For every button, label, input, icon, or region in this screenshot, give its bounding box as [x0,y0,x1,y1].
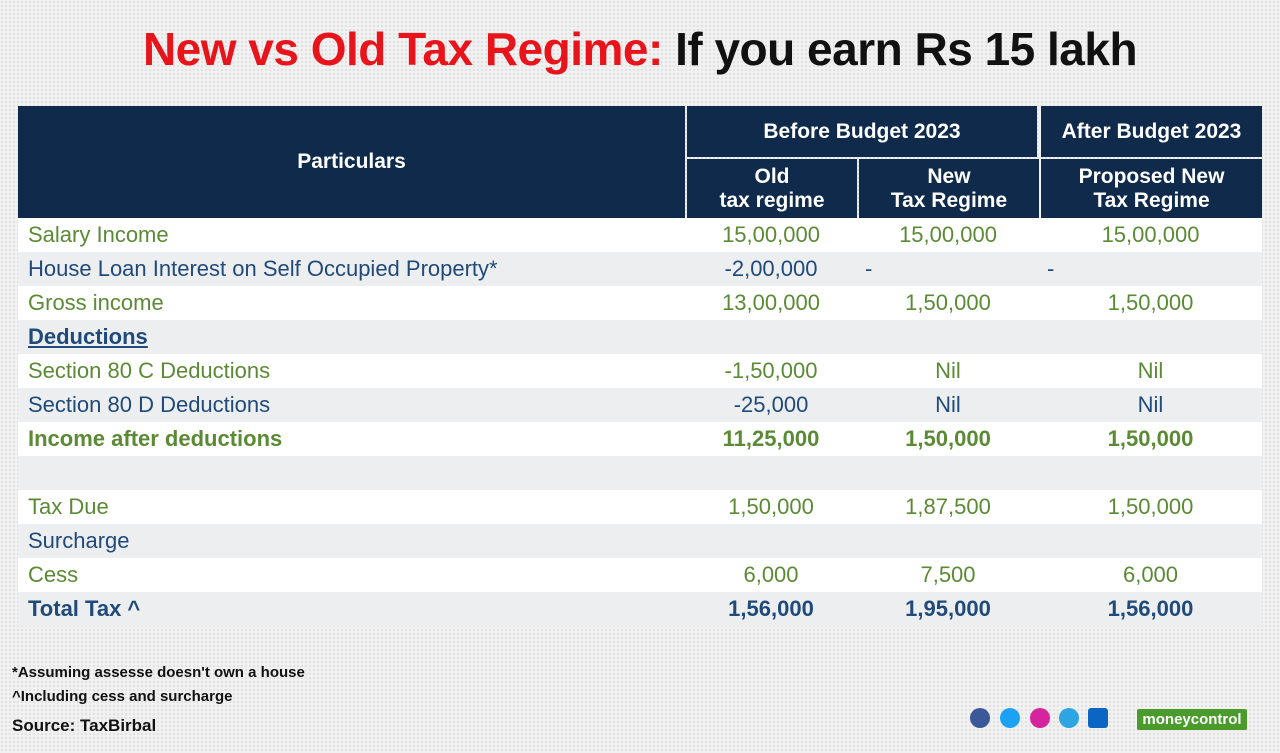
footnote: *Assuming assesse doesn't own a house [12,664,305,681]
table-row: Tax Due 1,50,000 1,87,500 1,50,000 [18,490,1262,524]
instagram-icon[interactable] [1030,708,1050,728]
table-row: Cess 6,000 7,500 6,000 [18,558,1262,592]
row-value: 15,00,000 [1101,222,1200,247]
row-value: -1,50,000 [724,358,818,383]
row-value: 7,500 [920,562,976,587]
twitter-icon[interactable] [1000,708,1020,728]
row-value: -25,000 [733,392,809,417]
linkedin-icon[interactable] [1088,708,1108,728]
facebook-icon[interactable] [970,708,990,728]
row-value: Nil [1137,392,1164,417]
table-row: Section 80 C Deductions -1,50,000 Nil Nil [18,354,1262,388]
table-row: Income after deductions 11,25,000 1,50,000… [18,422,1262,456]
row-value: -2,00,000 [724,256,818,281]
row-label: Salary Income [28,222,169,247]
row-label: Section 80 C Deductions [28,358,271,383]
row-value: 15,00,000 [722,222,820,247]
row-value: 1,50,000 [728,494,814,519]
brand-logo: moneycontrol [1137,709,1247,730]
row-value: 1,56,000 [1107,596,1194,621]
row-value: 1,56,000 [728,596,814,621]
header-cell: Before Budget 2023 [687,106,1037,157]
row-value: Nil [1137,358,1164,383]
row-label: House Loan Interest on Self Occupied Pro… [28,256,498,281]
header-cell: Old tax regime [687,159,857,218]
row-value: - [1047,256,1055,281]
row-label: Tax Due [28,494,109,519]
row-value: 15,00,000 [899,222,997,247]
row-value: 1,50,000 [1107,494,1194,519]
title-rest: If you earn Rs 15 lakh [675,23,1138,75]
row-label: Total Tax ^ [28,596,141,621]
row-value: 1,50,000 [905,290,991,315]
row-value: Nil [935,358,961,383]
title-highlight: New vs Old Tax Regime: [142,23,663,75]
row-label: Section 80 D Deductions [28,392,271,417]
header-cell: Particulars [18,106,685,218]
footnote: ^Including cess and surcharge [12,688,233,705]
row-value: - [865,256,873,281]
table-row: Gross income 13,00,000 1,50,000 1,50,000 [18,286,1262,320]
table-row: Deductions [18,320,1262,354]
source: Source: TaxBirbal [12,716,157,735]
row-value: 1,50,000 [905,426,991,451]
row-label: Cess [28,562,79,587]
row-value: 1,50,000 [1107,290,1194,315]
table-row: House Loan Interest on Self Occupied Pro… [18,252,1262,286]
row-value: Nil [935,392,961,417]
row-label: Gross income [28,290,164,315]
row-value: 11,25,000 [722,426,820,451]
telegram-icon[interactable] [1059,708,1079,728]
row-value: 6,000 [1122,562,1179,587]
row-value: 13,00,000 [722,290,820,315]
row-label: Income after deductions [28,426,283,451]
row-value: 1,95,000 [905,596,991,621]
row-value: 6,000 [743,562,799,587]
title: New vs Old Tax Regime: If you earn Rs 15… [0,22,1280,76]
table-row: Surcharge [18,524,1262,558]
header-cell: Proposed New Tax Regime [1041,159,1262,218]
social-icons [970,708,1108,728]
table-row: Salary Income 15,00,000 15,00,000 15,00,000 [18,218,1262,252]
row-value: 1,87,500 [905,494,991,519]
header-cell: New Tax Regime [859,159,1039,218]
row-value: 1,50,000 [1107,426,1194,451]
table-row: Total Tax ^ 1,56,000 1,95,000 1,56,000 [18,592,1262,626]
row-label: Deductions [28,324,148,349]
table-row [18,456,1262,490]
header-cell: After Budget 2023 [1041,106,1262,157]
row-label: Surcharge [28,528,130,553]
table-row: Section 80 D Deductions -25,000 Nil Nil [18,388,1262,422]
